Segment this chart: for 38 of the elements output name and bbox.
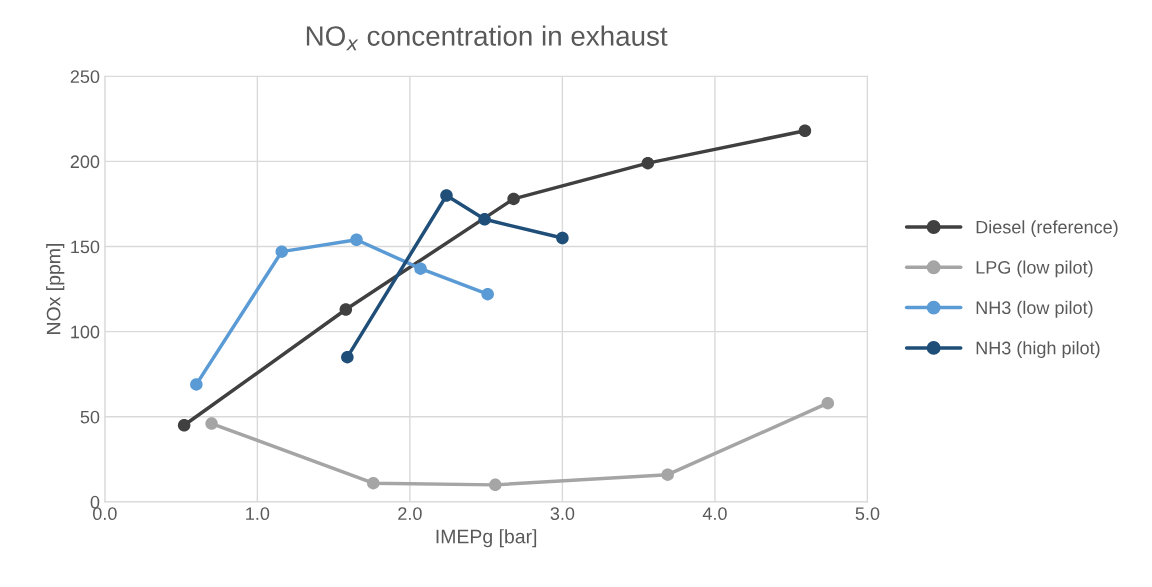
legend-label: LPG (low pilot)	[976, 260, 1093, 278]
point	[205, 417, 218, 430]
point	[489, 478, 502, 492]
point	[341, 350, 354, 364]
point	[507, 192, 520, 206]
point	[556, 231, 569, 245]
point	[641, 156, 655, 170]
point	[339, 303, 353, 316]
point	[478, 213, 491, 226]
legend-label: NH3 (high pilot)	[976, 341, 1100, 358]
y-axis-title: NOx [ppm]	[46, 244, 65, 334]
chart-title: NO$_{x}$ concentration in exhaust	[306, 25, 668, 51]
x-axis-title: IMEPg [bar]	[436, 529, 537, 548]
x-tick-label: 1.0	[246, 507, 270, 521]
y-tick-label: 150	[71, 240, 100, 254]
y-tick-label: 50	[80, 410, 100, 424]
point	[798, 124, 812, 138]
point	[177, 419, 191, 432]
point	[367, 476, 380, 490]
point	[414, 262, 427, 275]
y-tick-label: 200	[70, 155, 100, 169]
x-tick-label: 5.0	[855, 507, 880, 521]
point	[275, 245, 289, 258]
x-tick-label: 3.0	[550, 507, 575, 521]
point	[821, 396, 835, 410]
y-tick-label: 100	[71, 325, 100, 339]
x-tick-label: 0.0	[92, 507, 117, 521]
y-tick-label: 250	[70, 70, 100, 84]
point	[350, 233, 363, 246]
point	[440, 189, 453, 202]
legend-label: Diesel (reference)	[976, 220, 1118, 238]
point	[661, 468, 674, 481]
point	[190, 378, 203, 391]
x-tick-label: 4.0	[702, 507, 727, 521]
x-tick-label: 2.0	[398, 507, 422, 521]
legend-label: NH3 (low pilot)	[976, 300, 1093, 318]
point	[481, 287, 494, 301]
y-tick-label: 0	[90, 495, 100, 509]
